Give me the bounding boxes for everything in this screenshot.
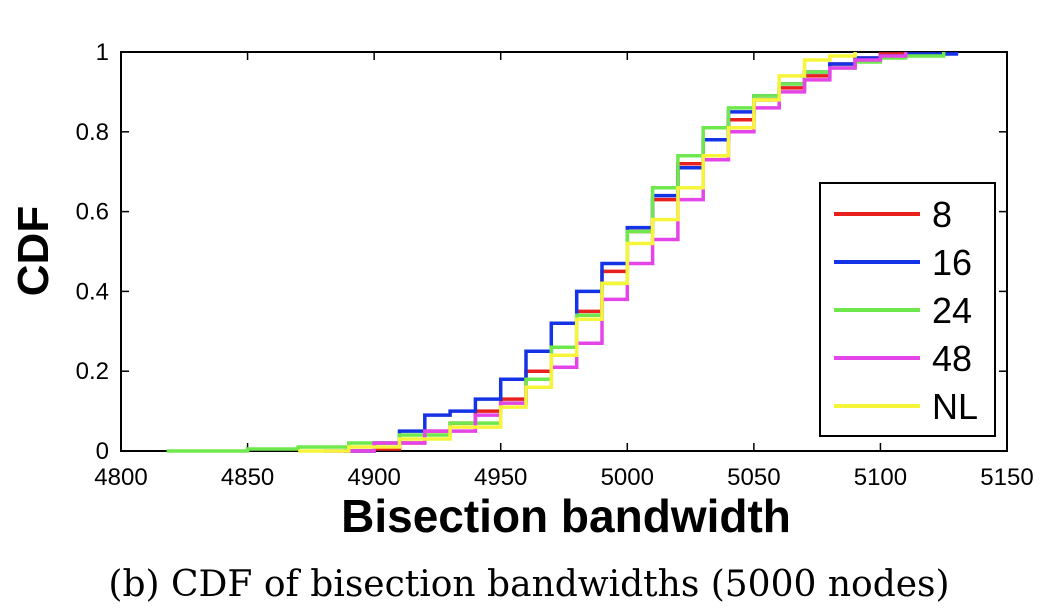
- legend: 8 16 24 48 NL: [819, 182, 996, 437]
- cdf-series-lines: [166, 52, 959, 453]
- y-tick-label: 0.6: [76, 199, 109, 226]
- x-tick-label: 4800: [94, 464, 147, 491]
- x-axis-ticks: 4800 4850 4900 4950 5000 5050 5100 5150: [94, 52, 1034, 491]
- legend-label: 8: [932, 194, 952, 235]
- x-tick-label: 5000: [601, 464, 654, 491]
- x-tick-label: 4900: [347, 464, 400, 491]
- y-tick-label: 0.4: [76, 278, 109, 305]
- x-tick-label: 5050: [727, 464, 780, 491]
- y-tick-label: 0.2: [76, 358, 109, 385]
- legend-label: 16: [932, 242, 972, 283]
- x-tick-label: 4950: [474, 464, 527, 491]
- y-axis-title: CDF: [9, 206, 58, 296]
- legend-label: 48: [932, 338, 972, 379]
- x-axis-title: Bisection bandwidth: [341, 490, 791, 542]
- y-tick-label: 0: [96, 438, 109, 465]
- y-tick-label: 0.8: [76, 119, 109, 146]
- legend-label: 24: [932, 290, 972, 331]
- figure-caption: (b) CDF of bisection bandwidths (5000 no…: [108, 564, 949, 605]
- y-tick-label: 1: [96, 39, 109, 66]
- legend-items: 8 16 24 48 NL: [834, 194, 978, 427]
- x-tick-label: 5100: [854, 464, 907, 491]
- x-tick-label: 5150: [980, 464, 1033, 491]
- series-line-nl: [298, 52, 857, 453]
- legend-label: NL: [932, 386, 978, 427]
- x-tick-label: 4850: [221, 464, 274, 491]
- y-axis-ticks: 0 0.2 0.4 0.6 0.8 1: [76, 39, 1007, 465]
